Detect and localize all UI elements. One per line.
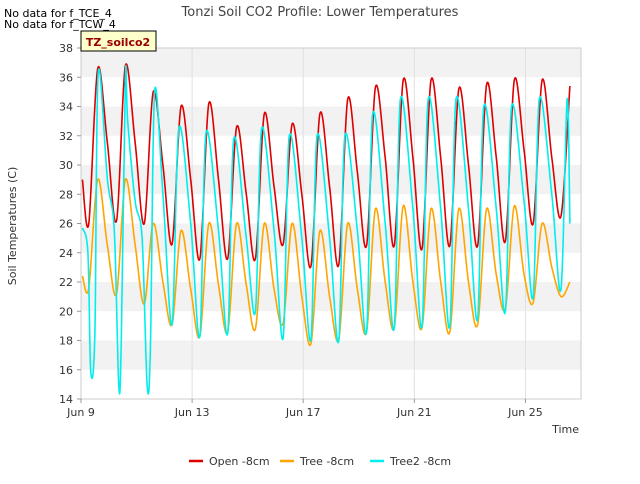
legend-label-open-8cm: Open -8cm <box>209 455 270 468</box>
x-tick-label: Jun 9 <box>66 406 95 419</box>
chart-title: Tonzi Soil CO2 Profile: Lower Temperatur… <box>181 5 459 20</box>
x-tick-label: Jun 17 <box>285 406 321 419</box>
y-tick-label: 32 <box>59 130 73 143</box>
site-badge-label: TZ_soilco2 <box>86 36 150 49</box>
legend: Open -8cm Tree -8cm Tree2 -8cm <box>189 455 451 468</box>
site-badge: TZ_soilco2 <box>80 30 157 52</box>
y-tick-label: 18 <box>59 335 73 348</box>
y-axis-label: Soil Temperatures (C) <box>6 167 19 286</box>
grid-band <box>81 77 581 107</box>
no-data-note-tcw: No data for f_TCW_4 <box>4 18 116 31</box>
y-tick-label: 20 <box>59 305 73 318</box>
grid-band <box>81 340 581 370</box>
y-tick-label: 30 <box>59 159 73 172</box>
legend-label-tree-8cm: Tree -8cm <box>299 455 354 468</box>
grid-band <box>81 311 581 341</box>
grid-band <box>81 106 581 136</box>
x-tick-label: Jun 13 <box>174 406 210 419</box>
series-line-tree2-8cm <box>81 65 571 395</box>
x-axis: Jun 9 Jun 13 Jun 17 Jun 21 Jun 25 <box>66 399 543 419</box>
no-data-note-tce: No data for f_TCE_4 <box>4 7 112 20</box>
series-layer <box>81 63 571 395</box>
x-tick-label: Jun 25 <box>507 406 543 419</box>
y-tick-label: 26 <box>59 218 73 231</box>
series-line-tree-8cm <box>81 178 571 347</box>
y-tick-label: 14 <box>59 393 73 406</box>
grid-band <box>81 48 581 78</box>
y-tick-label: 38 <box>59 42 73 55</box>
legend-label-tree2-8cm: Tree2 -8cm <box>389 455 451 468</box>
y-tick-label: 16 <box>59 364 73 377</box>
grid-band <box>81 369 581 399</box>
y-tick-label: 36 <box>59 71 73 84</box>
y-tick-label: 22 <box>59 276 73 289</box>
x-tick-label: Jun 21 <box>396 406 432 419</box>
y-tick-label: 28 <box>59 188 73 201</box>
y-tick-label: 24 <box>59 247 73 260</box>
series-line-open-8cm <box>81 63 571 269</box>
grid-band <box>81 135 581 165</box>
y-tick-label: 34 <box>59 101 73 114</box>
y-axis: 14 16 18 20 22 24 26 28 30 32 34 36 38 <box>59 42 81 406</box>
x-axis-label: Time <box>551 423 579 436</box>
grid-band <box>81 165 581 195</box>
